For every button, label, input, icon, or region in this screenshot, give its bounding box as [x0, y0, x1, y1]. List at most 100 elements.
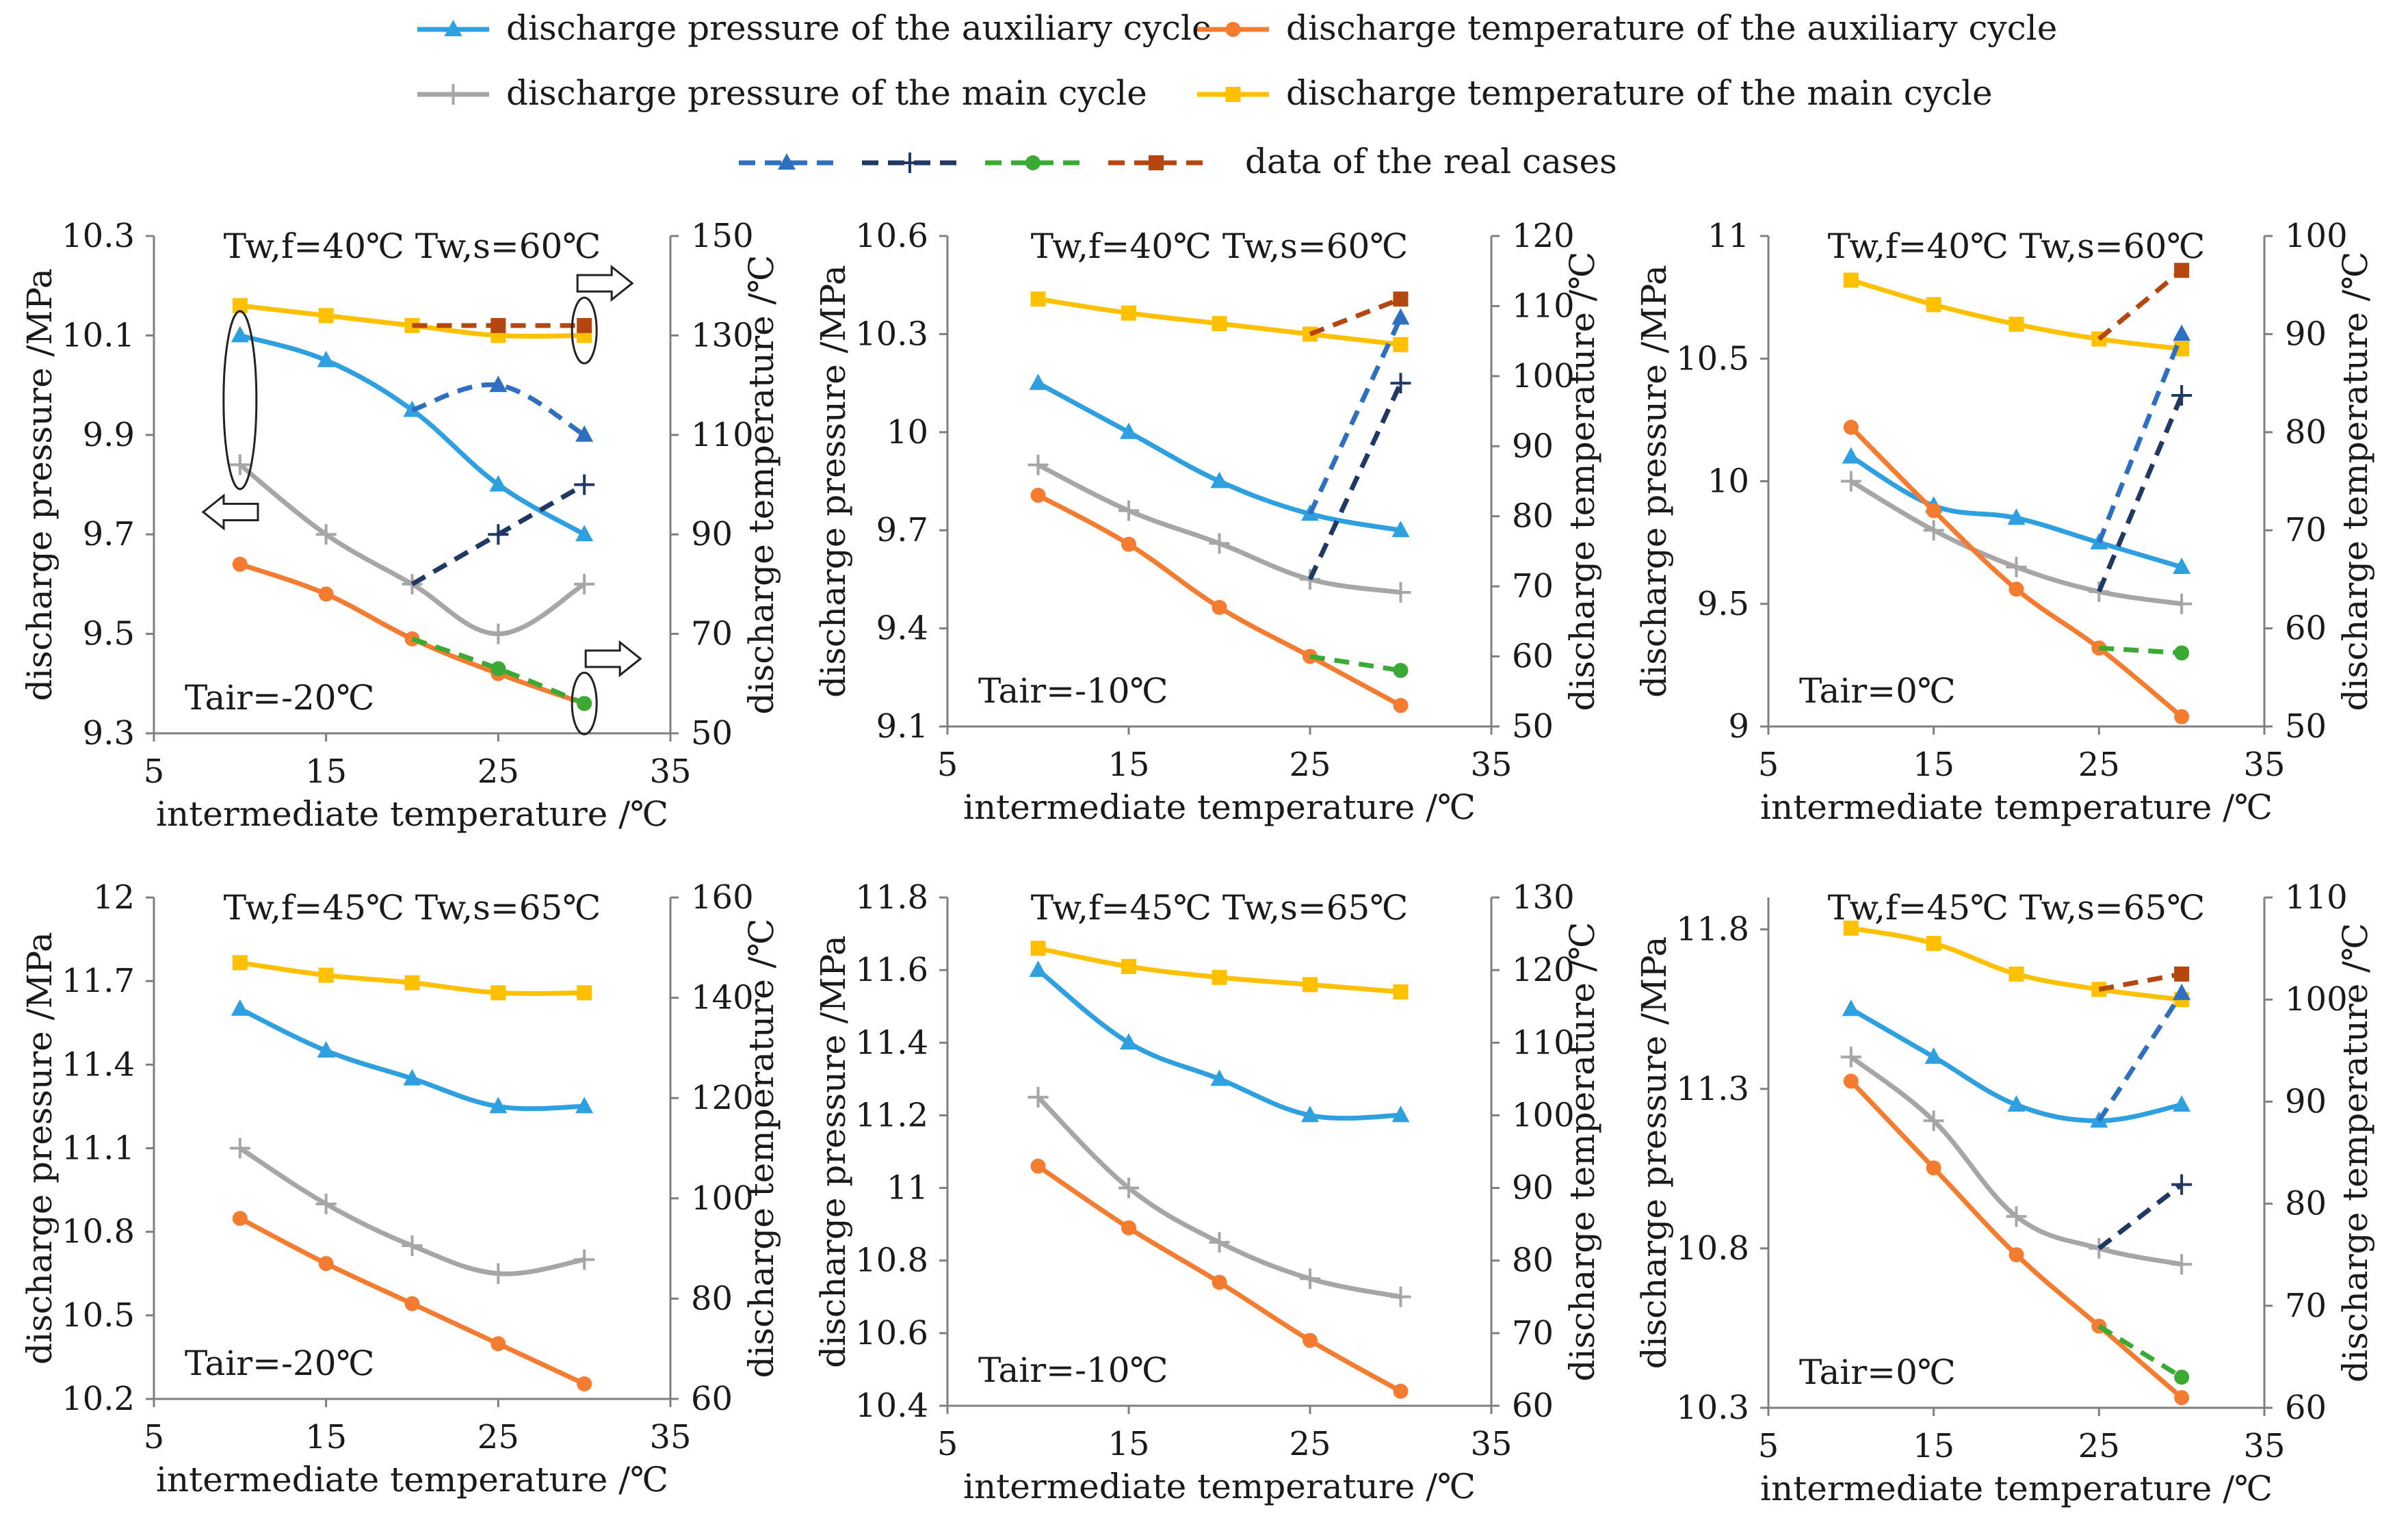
point-main-temperature: [1212, 316, 1227, 332]
legend-marker: [443, 84, 464, 105]
arrow-to-left-axis: [201, 493, 259, 531]
x-tick-label: 5: [937, 1425, 958, 1463]
series-line-aux-pressure: [239, 333, 586, 537]
legend-marker: [1225, 22, 1241, 37]
point-aux-pressure: [403, 1069, 421, 1086]
y2-tick-label: 130: [1512, 878, 1575, 917]
y2-tick-label: 70: [2285, 511, 2327, 549]
x-tick-label: 5: [1758, 1427, 1779, 1465]
y2-tick-label: 160: [691, 878, 754, 917]
legend-real-swatch-marker: [778, 153, 796, 170]
point-main-temperature: [2174, 341, 2190, 356]
y2-tick-label: 70: [2285, 1287, 2327, 1325]
axis-hint-annotations: [201, 264, 642, 735]
series-line-main-pressure: [1849, 1055, 2182, 1267]
point-aux-pressure: [1924, 1047, 1943, 1064]
x-tick-label: 35: [649, 1418, 691, 1456]
series-line-real-aux-temperature: [2099, 645, 2182, 655]
series-line-real-main-pressure: [1307, 382, 1403, 581]
point-real-main-pressure: [574, 474, 595, 495]
point-real-main-temperature: [2174, 966, 2190, 982]
series-line-aux-pressure: [1036, 968, 1401, 1121]
point-real-main-pressure: [2171, 1174, 2193, 1195]
legend-marker: [444, 20, 462, 36]
y-tick-label: 10.3: [1676, 1389, 1749, 1427]
chart-panel-2: 5 15 25 35 9.1 9.4 9.7 10 10.3 10.6 50 60 70 80 90 100 1…: [813, 217, 1602, 827]
legend: discharge pressure of the auxiliary cycl…: [417, 8, 2057, 181]
series-line-real-aux-temperature: [411, 636, 586, 706]
series-line-real-main-temperature: [2098, 971, 2182, 992]
y-tick-label: 9.7: [83, 515, 135, 553]
y-tick-label: 9.1: [876, 707, 928, 746]
point-aux-pressure: [1391, 521, 1410, 538]
y2-axis-title: discharge temperature /℃: [2335, 252, 2375, 711]
series-line-real-aux-pressure: [1307, 317, 1403, 515]
point-main-pressure: [1209, 533, 1230, 554]
x-tick-label: 5: [144, 752, 165, 791]
y2-tick-label: 100: [691, 1179, 754, 1218]
point-aux-pressure: [317, 350, 335, 367]
point-main-pressure: [1840, 471, 1861, 492]
air-temperature-label: Tair=-20℃: [185, 1344, 375, 1383]
y2-tick-label: 110: [1512, 1023, 1575, 1062]
air-temperature-label: Tair=0℃: [1799, 671, 1956, 711]
y-tick-label: 10.4: [855, 1387, 928, 1425]
y-tick-label: 9.4: [876, 610, 928, 648]
point-real-main-temperature: [2174, 263, 2190, 278]
series-line-real-aux-temperature: [2097, 1324, 2184, 1380]
point-main-temperature: [232, 955, 248, 971]
point-real-aux-pressure: [575, 425, 594, 442]
point-aux-pressure: [1842, 999, 1860, 1017]
y-tick-label: 10.1: [62, 316, 135, 354]
point-main-pressure: [2171, 593, 2193, 614]
point-main-temperature: [1843, 272, 1859, 288]
point-main-temperature: [2008, 966, 2024, 982]
series-line-real-main-pressure: [2097, 1182, 2184, 1250]
y2-tick-label: 60: [2285, 610, 2327, 648]
point-main-pressure: [1390, 1286, 1411, 1307]
point-aux-temperature: [1926, 1160, 1941, 1176]
point-main-pressure: [315, 1193, 337, 1214]
x-tick-label: 15: [1913, 746, 1954, 784]
point-main-temperature: [1030, 291, 1046, 307]
y-tick-label: 11.8: [1676, 910, 1749, 949]
y-tick-label: 10.5: [1676, 339, 1749, 378]
x-axis-title: intermediate temperature /℃: [156, 1460, 668, 1499]
point-main-pressure: [1118, 500, 1139, 521]
y2-tick-label: 120: [1512, 951, 1575, 989]
y2-tick-label: 120: [1512, 217, 1575, 255]
series-line-real-main-temperature: [2097, 268, 2184, 341]
y2-axis-title: discharge temperature /℃: [742, 919, 781, 1378]
y-tick-label: 12: [93, 878, 135, 917]
y2-tick-label: 50: [1512, 707, 1554, 746]
y-tick-label: 9.7: [876, 511, 928, 549]
point-aux-pressure: [1210, 1069, 1229, 1086]
point-aux-temperature: [404, 1296, 420, 1311]
point-main-temperature: [232, 298, 248, 313]
point-aux-temperature: [1121, 1220, 1136, 1235]
point-main-pressure: [402, 1235, 423, 1257]
y2-tick-label: 110: [2285, 878, 2348, 917]
x-tick-label: 35: [1470, 1425, 1512, 1463]
legend-marker: [1225, 87, 1241, 102]
point-main-temperature: [1393, 984, 1409, 999]
point-aux-temperature: [1393, 698, 1409, 713]
point-main-pressure: [1118, 1177, 1139, 1198]
legend-real-cases-swatches: [739, 153, 1204, 173]
point-main-temperature: [404, 975, 420, 991]
x-tick-label: 25: [1289, 1425, 1331, 1463]
arrow-to-right-axis-bottom: [584, 640, 642, 678]
x-tick-label: 5: [144, 1418, 165, 1456]
point-aux-pressure: [231, 326, 249, 343]
y-tick-label: 10: [1707, 462, 1749, 501]
point-aux-temperature: [577, 1376, 592, 1392]
point-aux-temperature: [1843, 1073, 1859, 1089]
point-main-temperature: [1926, 297, 1941, 313]
point-aux-temperature: [1030, 487, 1046, 503]
y2-tick-label: 90: [2285, 315, 2327, 353]
point-real-main-temperature: [1393, 291, 1409, 307]
y-tick-label: 10.3: [62, 217, 135, 255]
point-aux-temperature: [2008, 1247, 2024, 1263]
x-tick-label: 5: [937, 746, 958, 784]
